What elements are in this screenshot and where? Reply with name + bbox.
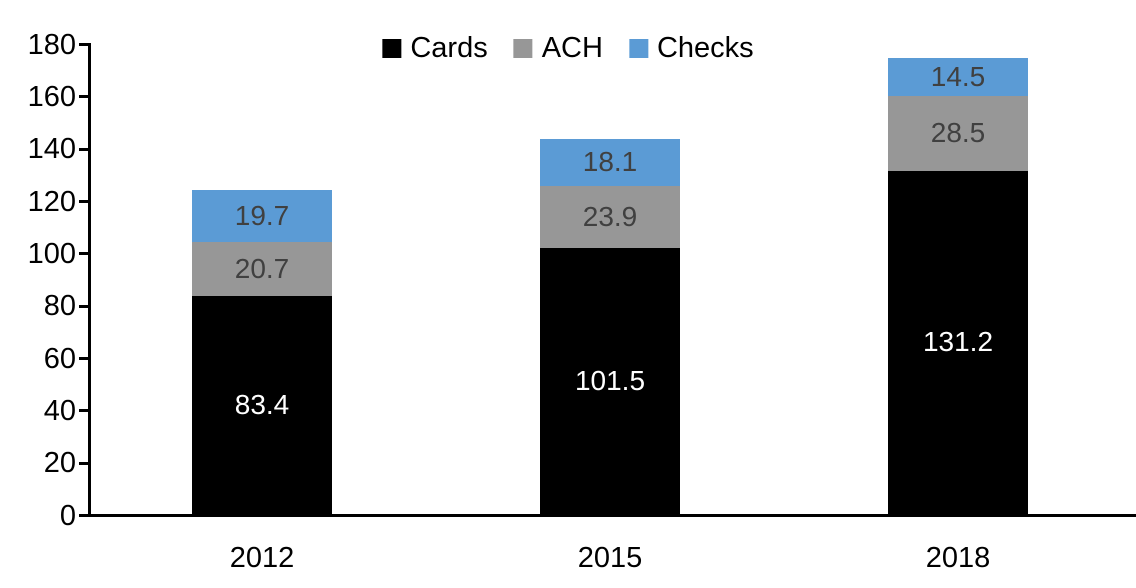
bar-segment-checks-2015: 18.1 [540,138,680,186]
legend-label: ACH [541,32,603,64]
legend-item-checks: Checks [628,32,754,64]
y-axis-tick [79,357,88,360]
legend-swatch-icon [628,38,648,58]
y-axis-tick-label: 80 [43,290,76,323]
bar-value-label: 83.4 [234,388,290,420]
x-axis-line [79,514,1136,517]
bar-segment-checks-2012: 19.7 [192,190,332,242]
y-axis-tick-label: 180 [27,28,76,61]
y-axis-tick-label: 100 [27,237,76,270]
legend-item-cards: Cards [382,32,488,64]
y-axis-tick-label: 60 [43,342,76,375]
y-axis-tick [79,461,88,465]
bar-segment-ach-2012: 20.7 [192,241,332,296]
bar-segment-ach-2015: 23.9 [540,185,680,249]
bar-segment-cards-2015: 101.5 [540,248,680,514]
legend-swatch-icon [382,38,402,58]
y-axis-tick [79,43,88,46]
bar-value-label: 18.1 [582,146,638,178]
bar-value-label: 131.2 [922,326,994,358]
bar-segment-checks-2018: 14.5 [888,58,1028,97]
bar-value-label: 20.7 [234,252,290,284]
y-axis-tick [79,200,88,203]
y-axis-tick [79,409,88,413]
x-axis-category-label: 2015 [577,542,643,574]
legend-item-ach: ACH [513,32,603,64]
x-axis-category-label: 2012 [229,542,295,574]
legend-swatch-icon [513,38,533,58]
y-axis-tick [79,147,88,151]
x-axis-category-label: 2018 [925,542,991,574]
y-axis-tick-label: 160 [27,80,76,113]
y-axis-tick-label: 140 [27,133,76,166]
y-axis-tick [79,514,88,517]
bar-value-label: 28.5 [930,117,986,149]
bar-segment-ach-2018: 28.5 [888,96,1028,171]
y-axis-tick-label: 0 [59,499,76,532]
chart-legend: Cards ACH Checks [382,32,754,64]
y-axis-tick [79,304,88,308]
bar-value-label: 19.7 [234,199,290,231]
y-axis-tick [79,252,88,256]
y-axis-tick [79,95,88,99]
legend-label: Checks [656,32,754,64]
bar-segment-cards-2018: 131.2 [888,170,1028,514]
bar-value-label: 14.5 [930,61,986,93]
bar-segment-cards-2012: 83.4 [192,295,332,514]
y-axis-tick-label: 40 [43,394,76,427]
legend-label: Cards [410,32,488,64]
y-axis-tick-label: 20 [43,447,76,480]
y-axis-line [88,43,91,517]
bar-value-label: 101.5 [574,365,646,397]
bar-value-label: 23.9 [582,201,638,233]
y-axis-tick-label: 120 [27,185,76,218]
